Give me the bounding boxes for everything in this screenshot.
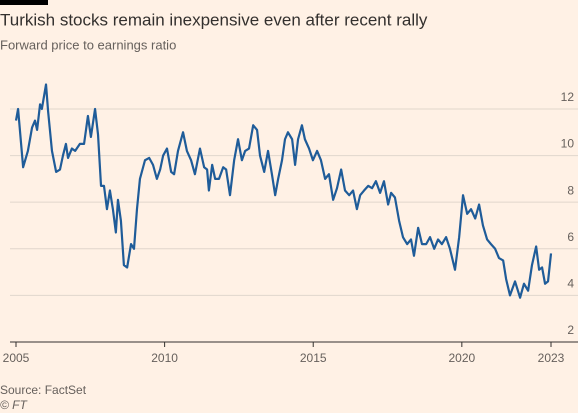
brand-bar: [0, 0, 48, 5]
x-tick-label: 2023: [538, 351, 565, 365]
source: Source: FactSet: [0, 383, 87, 397]
y-tick-label: 8: [567, 183, 574, 197]
x-tick-label: 2015: [300, 351, 327, 365]
y-tick-label: 10: [561, 137, 575, 151]
x-tick-label: 2005: [3, 351, 30, 365]
x-tick-label: 2020: [448, 351, 475, 365]
series-line: [14, 83, 553, 299]
chart-title: Turkish stocks remain inexpensive even a…: [0, 10, 428, 29]
y-tick-label: 2: [567, 323, 574, 337]
chart-subtitle: Forward price to earnings ratio: [0, 37, 176, 52]
y-tick-label: 4: [567, 277, 574, 291]
y-tick-label: 12: [561, 90, 575, 104]
credit: © FT: [0, 398, 29, 412]
x-tick-label: 2010: [151, 351, 178, 365]
y-tick-label: 6: [567, 230, 574, 244]
